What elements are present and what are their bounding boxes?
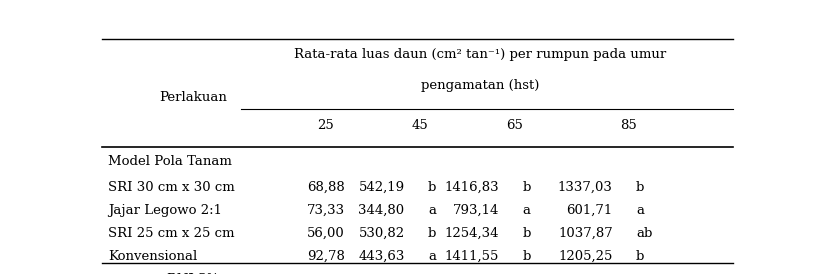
Text: 1037,87: 1037,87 [558, 227, 613, 240]
Text: ab: ab [636, 227, 653, 240]
Text: 73,33: 73,33 [307, 204, 345, 217]
Text: 601,71: 601,71 [567, 204, 613, 217]
Text: pengamatan (hst): pengamatan (hst) [421, 79, 540, 92]
Text: 580,66: 580,66 [606, 273, 652, 274]
Text: SRI 25 cm x 25 cm: SRI 25 cm x 25 cm [108, 227, 234, 240]
Text: b: b [523, 227, 531, 240]
Text: a: a [636, 204, 644, 217]
Text: b: b [523, 181, 531, 193]
Text: 92,78: 92,78 [307, 250, 344, 263]
Text: 793,14: 793,14 [453, 204, 499, 217]
Text: Jajar Legowo 2:1: Jajar Legowo 2:1 [108, 204, 222, 217]
Text: a: a [428, 250, 436, 263]
Text: b: b [523, 250, 531, 263]
Text: 65: 65 [506, 119, 523, 132]
Text: 542,19: 542,19 [358, 181, 405, 193]
Text: b: b [636, 250, 645, 263]
Text: SRI 30 cm x 30 cm: SRI 30 cm x 30 cm [108, 181, 234, 193]
Text: 443,63: 443,63 [358, 250, 405, 263]
Text: BNJ 5%: BNJ 5% [167, 273, 219, 274]
Text: a: a [523, 204, 531, 217]
Text: 1254,34: 1254,34 [444, 227, 499, 240]
Text: b: b [636, 181, 645, 193]
Text: 344,80: 344,80 [358, 204, 405, 217]
Text: b: b [428, 181, 436, 193]
Text: tn: tn [319, 273, 333, 274]
Text: Perlakuan: Perlakuan [160, 91, 227, 104]
Text: b: b [428, 227, 436, 240]
Text: 243,70: 243,70 [492, 273, 538, 274]
Text: a: a [428, 204, 436, 217]
Text: 1337,03: 1337,03 [558, 181, 613, 193]
Text: Rata-rata luas daun (cm² tan⁻¹) per rumpun pada umur: Rata-rata luas daun (cm² tan⁻¹) per rump… [294, 48, 667, 61]
Text: Model Pola Tanam: Model Pola Tanam [108, 155, 232, 168]
Text: 56,00: 56,00 [307, 227, 344, 240]
Text: 184,06: 184,06 [397, 273, 444, 274]
Text: 45: 45 [412, 119, 429, 132]
Text: 68,88: 68,88 [307, 181, 344, 193]
Text: 25: 25 [317, 119, 334, 132]
Text: 1416,83: 1416,83 [444, 181, 499, 193]
Text: 85: 85 [620, 119, 637, 132]
Text: Konvensional: Konvensional [108, 250, 197, 263]
Text: 530,82: 530,82 [358, 227, 405, 240]
Text: 1411,55: 1411,55 [444, 250, 499, 263]
Text: 1205,25: 1205,25 [558, 250, 613, 263]
